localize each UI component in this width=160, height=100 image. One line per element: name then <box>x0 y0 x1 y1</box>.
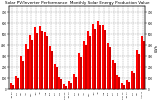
Bar <box>128 82 130 89</box>
Bar <box>109 47 111 89</box>
Bar <box>89 36 91 89</box>
Bar <box>39 26 41 89</box>
Bar <box>15 76 17 89</box>
Bar <box>126 80 128 89</box>
Bar <box>116 75 118 89</box>
Bar <box>36 33 38 89</box>
Bar <box>41 31 43 89</box>
Bar <box>20 56 22 89</box>
Bar <box>78 53 80 89</box>
Bar <box>46 36 48 89</box>
Bar <box>34 28 36 89</box>
Bar <box>87 31 89 89</box>
Bar <box>68 81 70 89</box>
Bar <box>29 35 31 89</box>
Bar <box>75 77 77 89</box>
Bar <box>44 32 46 89</box>
Bar <box>112 60 114 89</box>
Bar <box>118 77 120 89</box>
Bar <box>49 46 51 89</box>
Bar <box>131 71 133 89</box>
Bar <box>102 25 104 89</box>
Bar <box>22 61 24 89</box>
Bar <box>17 78 19 89</box>
Bar <box>80 57 82 89</box>
Bar <box>136 50 138 89</box>
Bar <box>92 24 94 89</box>
Bar <box>133 73 135 89</box>
Bar <box>56 67 58 89</box>
Bar <box>54 64 56 89</box>
Bar <box>140 36 143 89</box>
Bar <box>143 41 145 89</box>
Bar <box>12 85 14 89</box>
Bar <box>31 40 33 89</box>
Bar <box>60 80 62 89</box>
Bar <box>70 83 72 89</box>
Bar <box>99 25 101 89</box>
Bar <box>63 84 65 89</box>
Bar <box>123 85 125 89</box>
Bar <box>73 74 75 89</box>
Bar <box>24 44 27 89</box>
Bar <box>138 54 140 89</box>
Bar <box>107 43 109 89</box>
Y-axis label: kWh: kWh <box>155 44 159 52</box>
Bar <box>84 45 87 89</box>
Bar <box>83 41 84 89</box>
Bar <box>65 86 67 89</box>
Bar <box>104 30 106 89</box>
Bar <box>94 29 96 89</box>
Title: Solar PV/Inverter Performance  Monthly Solar Energy Production Value: Solar PV/Inverter Performance Monthly So… <box>5 1 150 5</box>
Bar <box>10 83 12 89</box>
Bar <box>114 63 116 89</box>
Bar <box>58 77 60 89</box>
Bar <box>121 83 123 89</box>
Bar <box>27 48 29 89</box>
Bar <box>97 21 99 89</box>
Bar <box>51 51 53 89</box>
